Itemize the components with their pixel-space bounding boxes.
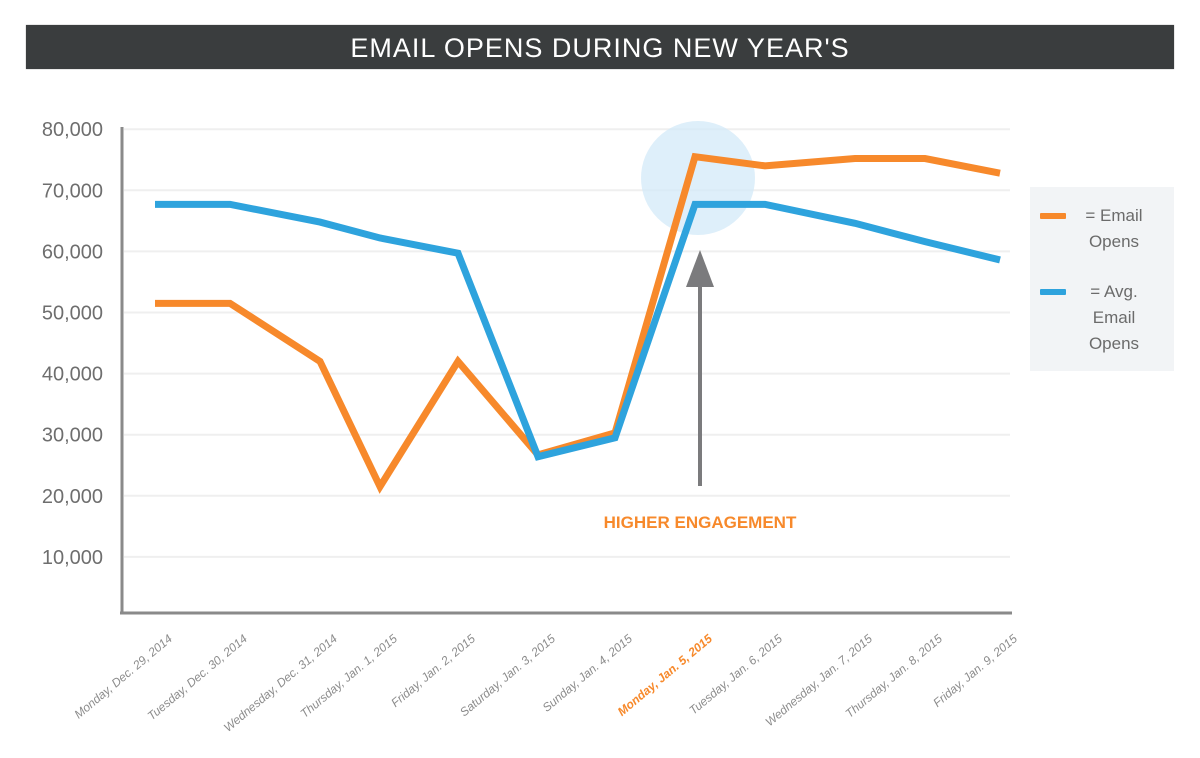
legend-item-email-opens: = Email Opens	[1040, 203, 1154, 255]
series-line-email-opens	[155, 152, 1001, 494]
legend-swatch-blue	[1040, 289, 1066, 295]
y-tick-label: 80,000	[42, 119, 103, 141]
x-tick-label: Thursday, Jan. 1, 2015	[298, 631, 401, 720]
annotation-label: HIGHER ENGAGEMENT	[604, 513, 797, 532]
y-tick-label: 70,000	[42, 180, 103, 202]
highlight-circle	[641, 121, 755, 235]
legend-item-avg-email-opens: = Avg. Email Opens	[1040, 279, 1154, 357]
y-tick-label: 20,000	[42, 486, 103, 508]
y-tick-label: 10,000	[42, 547, 103, 569]
x-tick-label: Friday, Jan. 2, 2015	[388, 631, 478, 710]
y-tick-label: 50,000	[42, 303, 103, 325]
legend: = Email Opens = Avg. Email Opens	[1030, 187, 1174, 371]
chart-title: EMAIL OPENS DURING NEW YEAR'S	[26, 25, 1174, 69]
legend-swatch-orange	[1040, 213, 1066, 219]
y-tick-label: 60,000	[42, 241, 103, 263]
annotation-arrow-head-icon	[686, 250, 714, 287]
legend-label: Opens	[1088, 334, 1140, 353]
legend-label: = Avg.	[1090, 282, 1138, 301]
y-tick-label: 30,000	[42, 425, 103, 447]
y-tick-label: 40,000	[42, 364, 103, 386]
legend-label: = Email	[1085, 206, 1143, 225]
series-line-avg-email-opens	[155, 200, 1001, 461]
legend-label: Opens	[1088, 232, 1140, 251]
legend-label: Email	[1092, 308, 1136, 327]
